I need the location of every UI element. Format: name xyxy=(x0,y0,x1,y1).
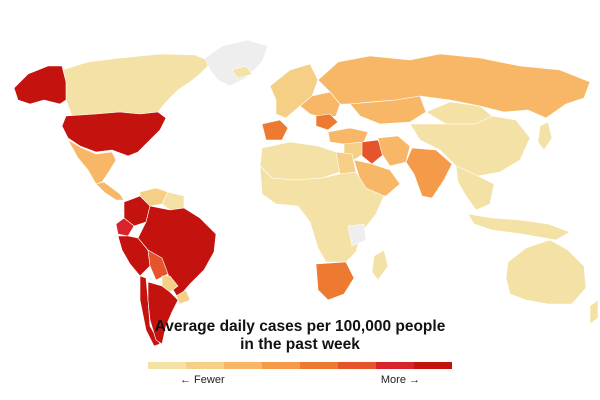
country-india[interactable] xyxy=(405,147,453,199)
country-ethiopia[interactable] xyxy=(347,223,367,247)
legend: Average daily cases per 100,000 people i… xyxy=(0,318,600,390)
country-kazakhstan[interactable] xyxy=(349,95,427,125)
country-new-zealand[interactable] xyxy=(589,299,599,325)
country-canada[interactable] xyxy=(61,53,213,117)
country-uruguay[interactable] xyxy=(175,289,191,305)
country-indonesia[interactable] xyxy=(467,213,571,241)
legend-swatch-5 xyxy=(300,362,338,369)
country-eastern-europe[interactable] xyxy=(299,91,341,119)
country-argentina[interactable] xyxy=(147,281,179,345)
country-united-states[interactable] xyxy=(61,111,167,157)
country-iraq[interactable] xyxy=(361,139,385,165)
country-madagascar[interactable] xyxy=(371,249,389,281)
country-southern-africa[interactable] xyxy=(315,261,355,301)
country-australia[interactable] xyxy=(505,239,587,305)
country-romania[interactable] xyxy=(315,113,339,131)
legend-more-label: More → xyxy=(380,374,420,386)
legend-title-line1: Average daily cases per 100,000 people xyxy=(154,318,446,335)
legend-labels: ← Fewer More → xyxy=(148,374,452,390)
legend-swatch-8 xyxy=(414,362,452,369)
country-alaska[interactable] xyxy=(13,65,67,105)
country-central-america[interactable] xyxy=(95,181,125,201)
country-ecuador[interactable] xyxy=(115,217,135,237)
legend-swatch-1 xyxy=(148,362,186,369)
legend-fewer-label: ← Fewer xyxy=(180,374,225,386)
country-japan[interactable] xyxy=(537,121,553,151)
legend-title: Average daily cases per 100,000 people i… xyxy=(140,318,460,354)
country-iran[interactable] xyxy=(377,135,411,167)
legend-color-scale xyxy=(148,362,452,369)
legend-swatch-6 xyxy=(338,362,376,369)
country-turkey[interactable] xyxy=(327,127,369,145)
country-chile[interactable] xyxy=(139,275,161,347)
legend-swatch-2 xyxy=(186,362,224,369)
country-greenland[interactable] xyxy=(204,39,269,87)
country-north-africa[interactable] xyxy=(259,141,341,181)
legend-swatch-4 xyxy=(262,362,300,369)
legend-swatch-7 xyxy=(376,362,414,369)
legend-swatch-3 xyxy=(224,362,262,369)
country-spain[interactable] xyxy=(261,119,289,141)
country-mexico[interactable] xyxy=(67,139,117,185)
country-paraguay[interactable] xyxy=(161,275,179,293)
country-iceland[interactable] xyxy=(231,65,253,79)
country-china[interactable] xyxy=(409,115,531,177)
country-southeast-asia[interactable] xyxy=(455,165,495,211)
legend-title-line2: in the past week xyxy=(240,336,360,353)
